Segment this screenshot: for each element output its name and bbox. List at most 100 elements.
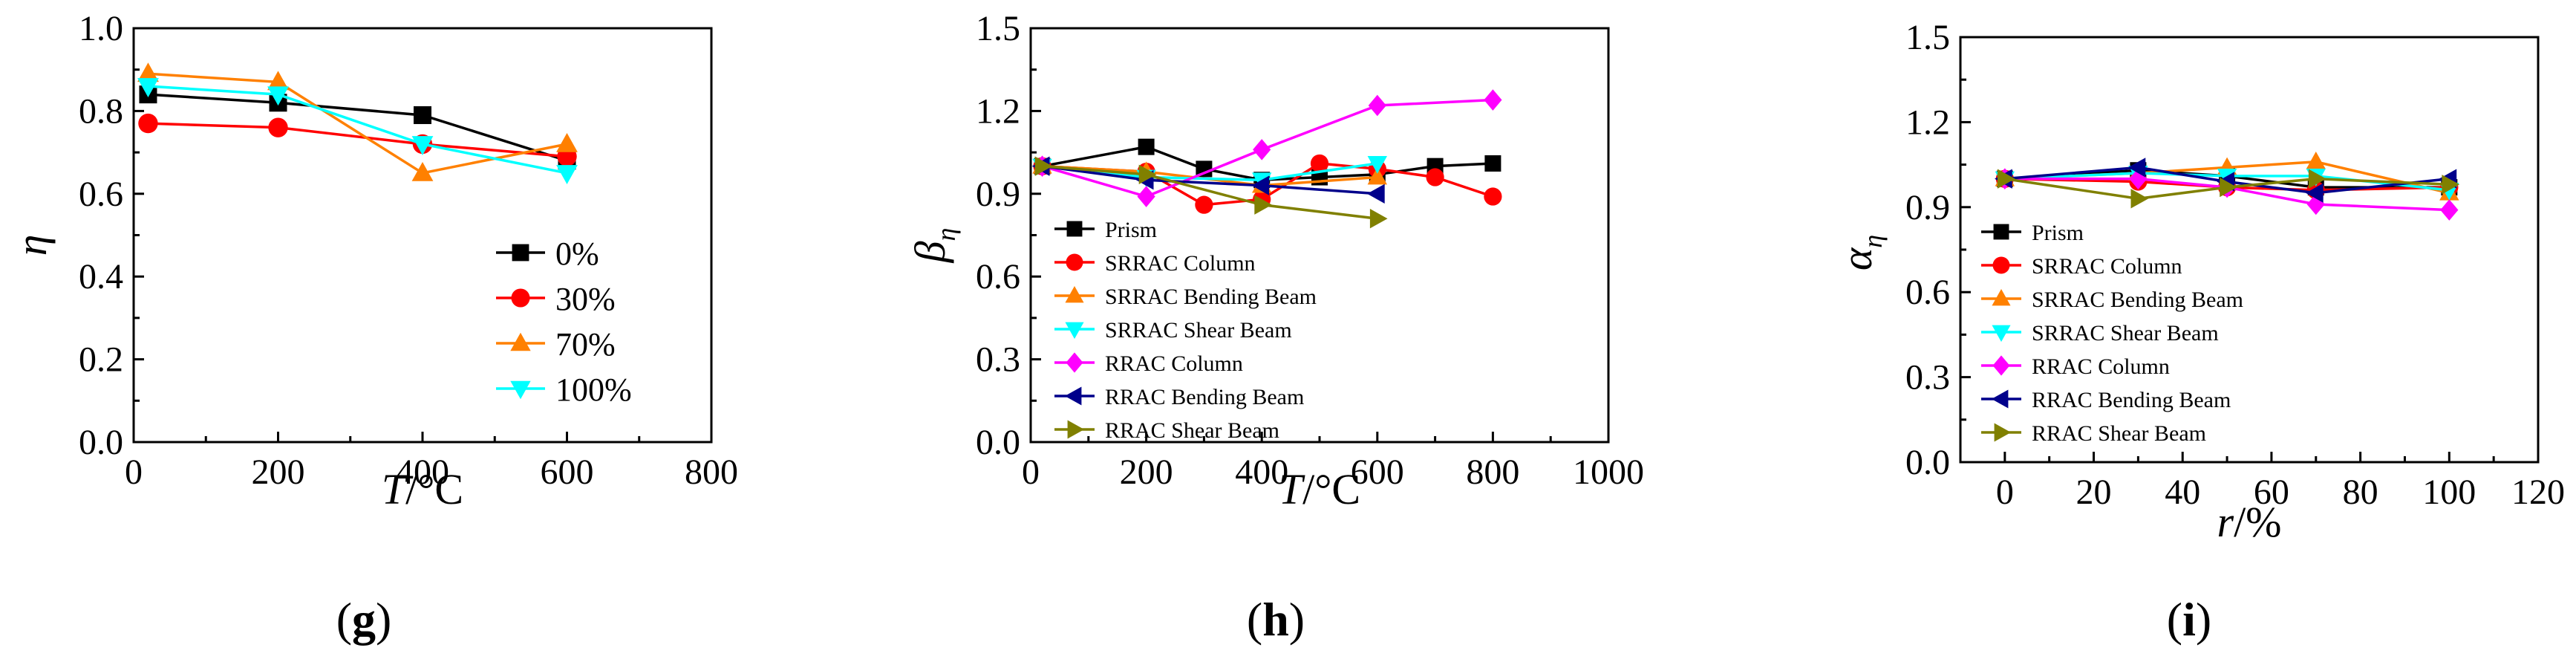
legend-marker — [1992, 256, 2010, 274]
data-point-rrac-column — [1253, 139, 1271, 160]
y-tick-label: 1.0 — [79, 9, 123, 48]
data-point-rrac-shear-beam — [1034, 156, 1053, 176]
y-axis-label-main: β — [906, 241, 954, 263]
x-axis-label: T/°C — [1279, 465, 1360, 513]
legend-item-rrac-column: RRAC Column — [1054, 351, 1243, 376]
data-point-0 — [414, 106, 431, 124]
series-line-30 — [148, 122, 567, 158]
panel-label-close: ) — [2196, 593, 2211, 646]
panel-label: (g) — [336, 593, 392, 646]
panel-label-close: ) — [1289, 593, 1305, 646]
y-axis-label-main: η — [7, 235, 56, 256]
x-tick-label: 200 — [1120, 452, 1173, 492]
data-point-srrac-column — [1310, 154, 1329, 173]
legend-label: RRAC Column — [1105, 351, 1243, 376]
legend-marker — [510, 380, 531, 400]
data-point-rrac-column — [1137, 186, 1155, 207]
x-axis-label-unit: /°C — [405, 465, 463, 513]
legend-item-rrac-shear-beam: RRAC Shear Beam — [1054, 418, 1279, 443]
panel-label: (i) — [2167, 593, 2211, 646]
legend-marker — [510, 332, 531, 351]
data-point-srrac-column — [1195, 195, 1213, 214]
legend-label: 100% — [555, 371, 632, 408]
data-point-srrac-shear-beam — [1367, 156, 1387, 174]
panel-label-letter: h — [1262, 593, 1289, 646]
series-line-rrac-shear-beam — [1042, 164, 1378, 220]
legend-item-rrac-column: RRAC Column — [1981, 354, 2170, 379]
data-point-rrac-column — [1484, 89, 1502, 111]
y-axis-label: αη — [1833, 235, 1888, 270]
legend-label: RRAC Shear Beam — [1105, 418, 1279, 443]
y-tick-label: 0.6 — [976, 257, 1020, 296]
data-point-70 — [137, 62, 159, 82]
legend-label: Prism — [1105, 218, 1157, 242]
legend-item-70: 70% — [496, 326, 616, 363]
y-tick-label: 0.4 — [79, 257, 123, 296]
data-point-70 — [411, 161, 434, 181]
series-line-0 — [148, 93, 568, 162]
legend-label: RRAC Bending Beam — [2032, 388, 2231, 412]
y-axis-ticks: 0.0 0.3 0.6 0.9 1.2 1.5 — [1905, 18, 1971, 482]
series-line-100 — [148, 85, 567, 175]
series-line-rrac-bending-beam — [1042, 164, 1377, 195]
x-tick-label: 20 — [2076, 473, 2112, 512]
legend-label: 0% — [555, 236, 599, 272]
data-point-rrac-bending-beam — [1251, 175, 1270, 195]
x-tick-label: 80 — [2343, 473, 2378, 512]
legend-marker — [511, 288, 530, 308]
legend-marker — [1066, 253, 1083, 271]
legend-marker — [1064, 386, 1082, 406]
panel-h: 0 200 400 600 800 1000 0.0 0.3 0.6 0.9 1.2 1.5 Prism… — [906, 9, 1644, 646]
legend-label: 30% — [555, 281, 616, 317]
x-axis-label-var: r — [2217, 498, 2234, 546]
panel-i: 0 20 40 60 80 100 120 0.0 0.3 0.6 0.9 1.2 1.5 Prism SR… — [1833, 18, 2565, 646]
data-point-rrac-shear-beam — [1138, 164, 1157, 185]
legend-marker — [1065, 322, 1084, 340]
legend-item-srrac-shear-beam: SRRAC Shear Beam — [1054, 318, 1292, 343]
data-point-rrac-column — [2129, 168, 2148, 189]
series-line-srrac-shear-beam — [1042, 162, 1378, 181]
legend-item-srrac-shear-beam: SRRAC Shear Beam — [1981, 321, 2219, 345]
data-point-rrac-shear-beam — [1254, 195, 1272, 215]
x-axis-label-unit: /°C — [1302, 465, 1360, 513]
y-tick-label: 1.2 — [976, 91, 1020, 131]
y-tick-label: 0.2 — [79, 340, 123, 380]
legend-marker — [1992, 288, 2011, 306]
series-rrac-shear-beam — [1034, 156, 1388, 229]
y-tick-label: 1.5 — [1905, 18, 1950, 57]
legend-item-prism: Prism — [1054, 218, 1157, 242]
legend-marker — [1992, 355, 2010, 376]
y-axis-label: η — [7, 235, 56, 256]
legend-item-rrac-shear-beam: RRAC Shear Beam — [1981, 421, 2206, 446]
legend: 0% 30% 70% 100% — [496, 236, 632, 408]
y-tick-label: 0.0 — [976, 423, 1020, 462]
x-tick-label: 0 — [1996, 473, 2014, 512]
panel-label-letter: g — [352, 593, 376, 646]
legend-marker — [1992, 325, 2011, 343]
legend-item-0: 0% — [496, 236, 599, 272]
x-tick-label: 200 — [252, 452, 305, 492]
x-axis-label-var: T — [1279, 465, 1305, 513]
data-point-rrac-shear-beam — [1369, 209, 1388, 229]
y-tick-label: 0.0 — [1905, 443, 1950, 482]
data-point-prism — [1484, 155, 1501, 172]
data-point-rrac-shear-beam — [2220, 177, 2237, 198]
y-axis-label-sub: η — [931, 228, 961, 241]
data-point-rrac-bending-beam — [1367, 184, 1385, 204]
series-0 — [139, 85, 576, 170]
legend-item-srrac-column: SRRAC Column — [1054, 251, 1256, 276]
x-axis-label: r/% — [2217, 498, 2281, 546]
data-point-prism — [1138, 138, 1155, 155]
x-tick-label: 120 — [2511, 473, 2565, 512]
legend-item-100: 100% — [496, 371, 632, 408]
data-point-100 — [137, 78, 159, 97]
panel-g: 0 200 400 600 800 0.0 0.2 0.4 0.6 0.8 1.0 0% 30% 70% 1… — [7, 9, 738, 646]
data-point-rrac-shear-beam — [2308, 169, 2326, 189]
legend-marker — [1066, 352, 1083, 373]
legend-label: Prism — [2032, 221, 2084, 245]
data-point-100 — [556, 165, 578, 184]
legend-label: SRRAC Bending Beam — [2032, 288, 2243, 312]
x-tick-label: 1000 — [1573, 452, 1644, 492]
data-point-prism — [1196, 160, 1213, 178]
